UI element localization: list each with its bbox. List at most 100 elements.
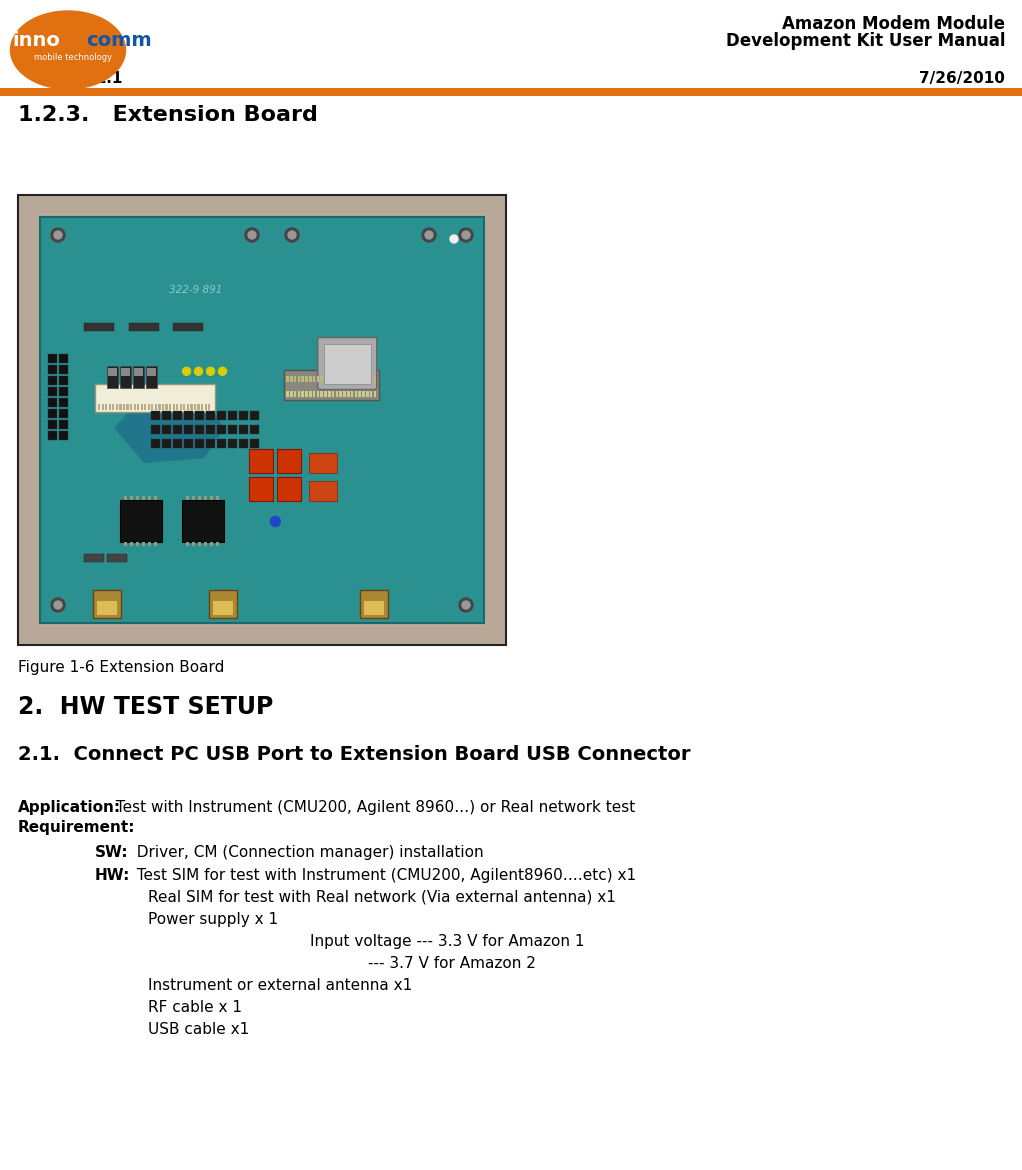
Bar	[59, 377, 68, 385]
Circle shape	[54, 230, 62, 239]
Bar	[297, 391, 300, 397]
Text: RF cable x 1: RF cable x 1	[148, 1000, 242, 1016]
Text: Application:: Application:	[18, 800, 122, 815]
Bar	[248, 477, 273, 501]
Bar	[130, 404, 132, 410]
Bar	[40, 216, 484, 622]
Text: Power supply x 1: Power supply x 1	[148, 911, 278, 927]
Bar	[335, 391, 338, 397]
Bar	[124, 542, 127, 545]
Bar	[306, 391, 308, 397]
Bar	[198, 542, 201, 545]
Bar	[141, 404, 143, 410]
Bar	[211, 496, 213, 500]
Bar	[204, 496, 207, 500]
Bar	[309, 453, 336, 473]
Bar	[173, 323, 203, 331]
Bar	[59, 420, 68, 429]
Bar	[115, 404, 118, 410]
Bar	[206, 425, 215, 434]
Text: HW:: HW:	[95, 868, 131, 883]
Bar	[286, 391, 288, 397]
Bar	[343, 376, 345, 381]
Bar	[197, 404, 199, 410]
Circle shape	[271, 516, 280, 526]
Bar	[184, 425, 193, 434]
Bar	[187, 404, 189, 410]
Bar	[313, 376, 316, 381]
Bar	[173, 439, 182, 448]
Bar	[217, 411, 226, 420]
Circle shape	[459, 598, 473, 612]
Bar	[206, 411, 215, 420]
Bar	[106, 555, 127, 562]
Bar	[324, 391, 327, 397]
Bar	[48, 355, 57, 364]
Circle shape	[422, 228, 436, 242]
Text: Ver1.1: Ver1.1	[68, 71, 124, 87]
Bar	[148, 404, 150, 410]
Bar	[173, 411, 182, 420]
Polygon shape	[114, 393, 224, 463]
Bar	[216, 496, 219, 500]
Bar	[85, 323, 114, 331]
Bar	[134, 367, 143, 376]
Bar	[293, 391, 296, 397]
Bar	[134, 404, 136, 410]
Bar	[364, 601, 383, 615]
Bar	[137, 404, 139, 410]
Bar	[154, 542, 157, 545]
Bar	[293, 376, 296, 381]
Bar	[228, 439, 237, 448]
Bar	[217, 439, 226, 448]
Bar	[186, 542, 189, 545]
Bar	[366, 391, 369, 397]
Bar	[144, 404, 146, 410]
Bar	[48, 432, 57, 440]
Bar	[355, 391, 357, 397]
Bar	[184, 411, 193, 420]
Circle shape	[219, 367, 227, 376]
Bar	[121, 367, 130, 376]
Bar	[360, 590, 387, 618]
Circle shape	[183, 367, 190, 376]
Bar	[151, 425, 160, 434]
Bar	[48, 420, 57, 429]
Text: Test SIM for test with Instrument (CMU200, Agilent8960….etc) x1: Test SIM for test with Instrument (CMU20…	[127, 868, 636, 883]
Text: 1.2.3.   Extension Board: 1.2.3. Extension Board	[18, 105, 318, 125]
Circle shape	[450, 235, 458, 243]
Bar	[148, 542, 151, 545]
Bar	[248, 449, 273, 473]
Circle shape	[459, 228, 473, 242]
Bar	[370, 391, 372, 397]
Bar	[182, 500, 224, 542]
Bar	[98, 404, 100, 410]
Circle shape	[194, 367, 202, 376]
Bar	[366, 376, 369, 381]
Bar	[250, 411, 259, 420]
Bar	[154, 496, 157, 500]
Bar	[290, 376, 292, 381]
Bar	[217, 425, 226, 434]
Text: SW:: SW:	[95, 845, 129, 860]
Bar	[59, 398, 68, 407]
Text: Instrument or external antenna x1: Instrument or external antenna x1	[148, 978, 412, 993]
Bar	[173, 425, 182, 434]
Bar	[101, 404, 104, 410]
Bar	[301, 391, 304, 397]
Bar	[186, 496, 189, 500]
Bar	[120, 500, 161, 542]
Bar	[335, 376, 338, 381]
Bar	[347, 391, 350, 397]
Bar	[162, 439, 171, 448]
Bar	[362, 391, 365, 397]
Bar	[162, 425, 171, 434]
Bar	[309, 376, 312, 381]
Bar	[332, 391, 334, 397]
Bar	[239, 411, 248, 420]
Bar	[158, 404, 160, 410]
Bar	[120, 404, 122, 410]
Bar	[374, 376, 376, 381]
Bar	[59, 355, 68, 364]
Bar	[161, 404, 165, 410]
